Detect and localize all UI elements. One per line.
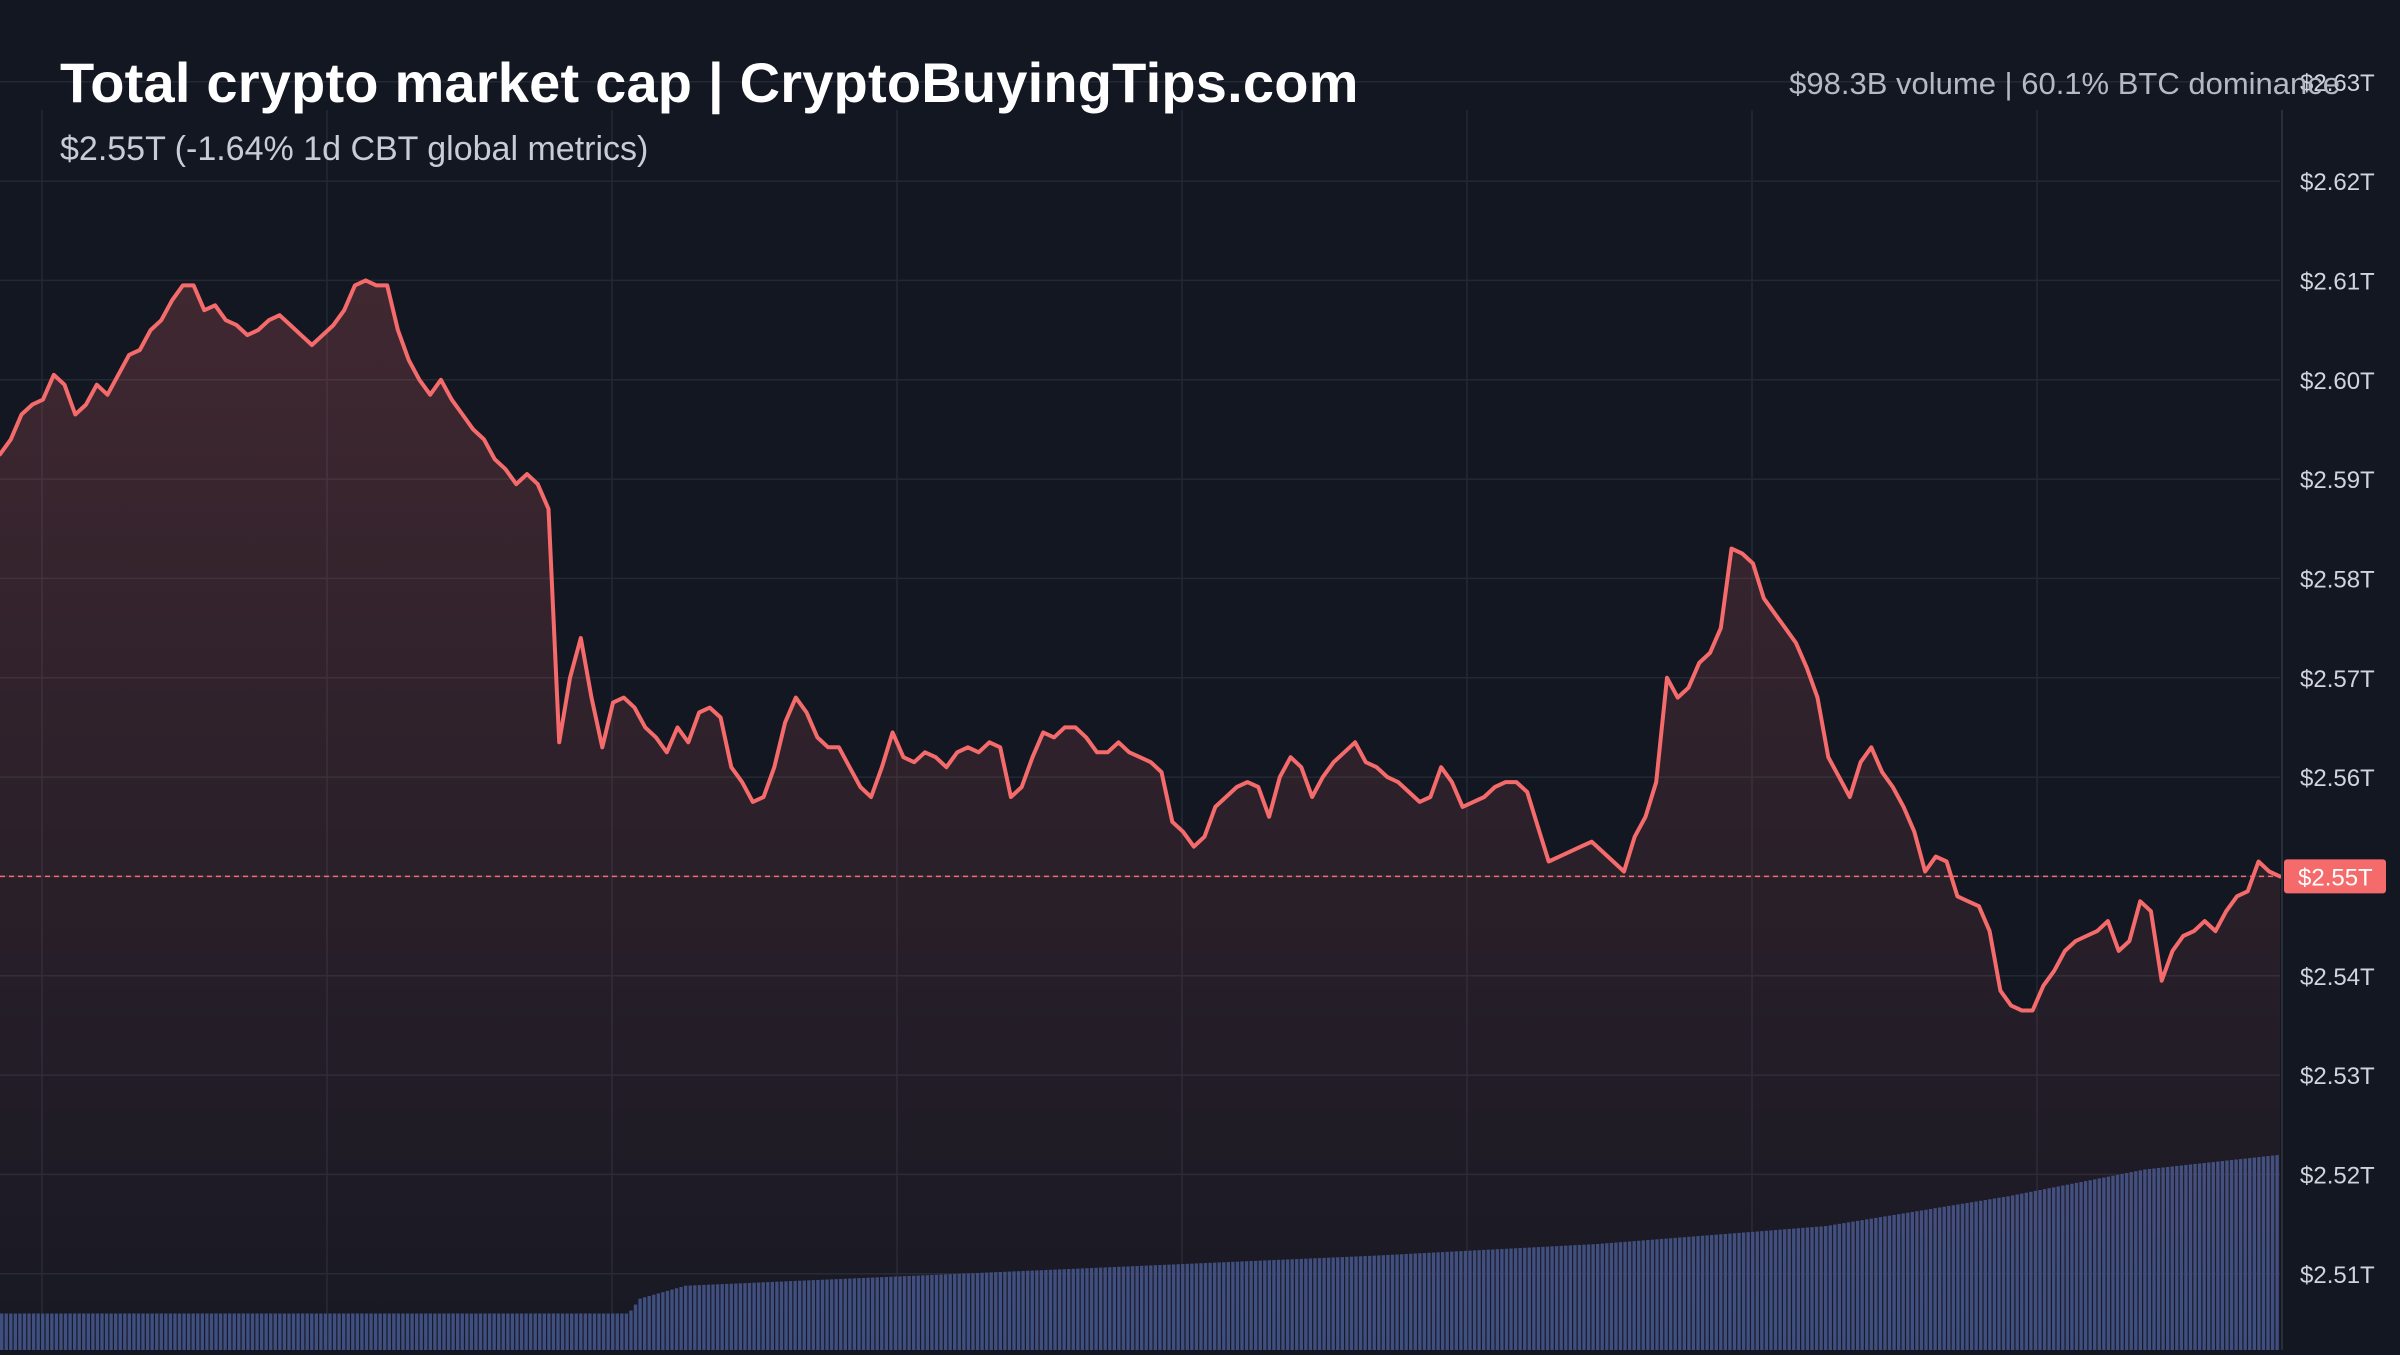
y-tick-label: $2.57T <box>2300 666 2375 693</box>
y-tick-label: $2.62T <box>2300 169 2375 196</box>
chart-title: Total crypto market cap | CryptoBuyingTi… <box>60 51 1359 114</box>
y-tick-label: $2.61T <box>2300 268 2375 295</box>
last-price-tag-bg <box>2284 859 2386 894</box>
y-tick-label: $2.51T <box>2300 1262 2375 1289</box>
chart-subtitle: $2.55T (-1.64% 1d CBT global metrics) <box>60 130 649 168</box>
last-price-label: $2.55T <box>2298 864 2373 891</box>
y-tick-label: $2.60T <box>2300 368 2375 395</box>
price-line <box>0 278 2282 1013</box>
market-stats: $98.3B volume | 60.1% BTC dominance <box>1789 66 2340 101</box>
last-price-tag: $2.55T <box>2284 859 2386 894</box>
y-tick-label: $2.54T <box>2300 964 2375 991</box>
y-tick-label: $2.53T <box>2300 1063 2375 1090</box>
y-tick-label: $2.52T <box>2300 1162 2375 1189</box>
price-area <box>0 280 2280 1350</box>
price-axis: $2.63T $2.62T $2.61T $2.60T $2.59T $2.58T $2.5… <box>2300 70 2375 1289</box>
y-tick-label: $2.63T <box>2300 70 2375 97</box>
y-tick-label: $2.59T <box>2300 467 2375 494</box>
y-tick-label: $2.58T <box>2300 566 2375 593</box>
y-tick-label: $2.56T <box>2300 765 2375 792</box>
